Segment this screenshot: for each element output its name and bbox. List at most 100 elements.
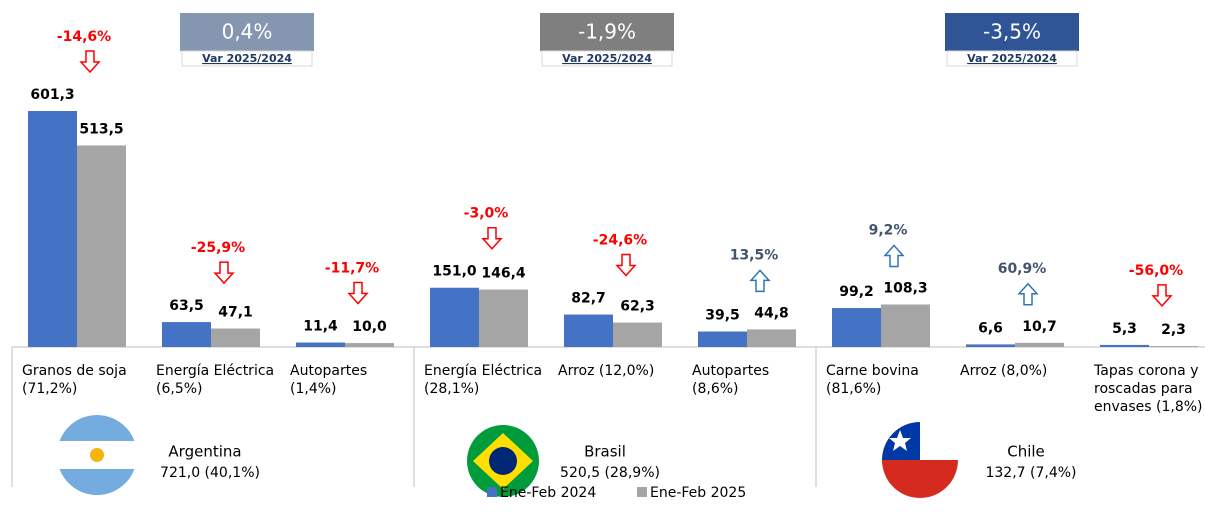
category-line: Autopartes [692, 363, 769, 379]
category-line: Arroz (12,0%) [558, 363, 654, 379]
value-label: 63,5 [169, 298, 204, 314]
var-caption: Var 2025/2024 [967, 52, 1057, 65]
country-name: Brasil [584, 443, 626, 461]
bar [832, 308, 881, 347]
category-label: Energía Eléctrica (28,1%) [424, 363, 542, 397]
bar [479, 289, 528, 347]
var-box [945, 13, 1079, 51]
group-var: -3,5% [983, 20, 1041, 44]
bar [77, 145, 126, 347]
var-caption-box [541, 50, 673, 67]
group-var: -1,9% [578, 20, 636, 44]
value-label: 47,1 [218, 305, 253, 321]
category-line: Granos de soja [22, 363, 127, 379]
value-label: 10,0 [352, 319, 387, 335]
variation-label: -14,6% [57, 29, 111, 45]
country-name: Argentina [168, 443, 241, 461]
value-label: 11,4 [303, 319, 338, 335]
category-line: (1,4%) [290, 381, 337, 397]
value-label: 99,2 [839, 284, 874, 300]
bar [345, 343, 394, 347]
variation-label: -24,6% [593, 233, 647, 249]
value-label: 6,6 [978, 320, 1003, 336]
legend-label: Ene-Feb 2024 [500, 485, 596, 501]
variation-arrow [1151, 284, 1173, 308]
variation-arrow [1017, 282, 1039, 306]
country-name: Chile [1007, 443, 1045, 461]
category-line: roscadas para [1094, 381, 1193, 397]
category-label: Arroz (8,0%) [960, 363, 1047, 379]
bar [747, 329, 796, 347]
country-total: 132,7 (7,4%) [985, 465, 1076, 481]
value-label: 146,4 [481, 266, 526, 282]
category-line: (28,1%) [424, 381, 479, 397]
bar [613, 322, 662, 347]
variation-arrow [615, 253, 637, 277]
bar [698, 331, 747, 347]
value-label: 10,7 [1022, 319, 1057, 335]
category-label: Arroz (12,0%) [558, 363, 654, 379]
category-label: Autopartes (8,6%) [692, 363, 769, 397]
variation-label: -3,0% [464, 206, 509, 222]
category-line: (81,6%) [826, 381, 881, 397]
var-box [540, 13, 674, 51]
variation-arrow [347, 281, 369, 305]
variation-arrow [213, 261, 235, 285]
bar [881, 304, 930, 347]
variation-arrow [883, 244, 905, 268]
variation-arrow [79, 50, 101, 74]
var-caption: Var 2025/2024 [562, 52, 652, 65]
category-line: (6,5%) [156, 381, 203, 397]
category-label: Energía Eléctrica (6,5%) [156, 363, 274, 397]
bar [211, 328, 260, 347]
variation-label: -11,7% [325, 261, 379, 277]
category-line: (71,2%) [22, 381, 77, 397]
var-caption-box [181, 50, 313, 67]
value-label: 44,8 [754, 305, 789, 321]
legend-label: Ene-Feb 2025 [650, 485, 746, 501]
category-label: Carne bovina (81,6%) [826, 363, 919, 397]
legend-swatch [487, 487, 497, 497]
category-line: Tapas corona y [1093, 363, 1199, 379]
var-caption-box [946, 50, 1078, 67]
value-label: 82,7 [571, 291, 606, 307]
variation-label: 9,2% [869, 222, 908, 238]
value-label: 5,3 [1112, 321, 1137, 337]
country-total: 520,5 (28,9%) [560, 465, 660, 481]
flag-chile [882, 422, 958, 498]
value-label: 62,3 [620, 299, 655, 315]
category-line: Energía Eléctrica [424, 363, 542, 379]
category-label: Tapas corona y roscadas para envases (1,8%… [1093, 363, 1203, 415]
value-label: 601,3 [30, 87, 74, 103]
bar [430, 287, 479, 347]
group-var: 0,4% [222, 20, 273, 44]
category-line: (8,6%) [692, 381, 739, 397]
variation-label: 60,9% [998, 261, 1047, 277]
bar [1015, 342, 1064, 347]
flag-brasil [467, 425, 539, 497]
bar [966, 344, 1015, 347]
bar [564, 314, 613, 347]
legend-swatch [637, 487, 647, 497]
category-label: Granos de soja (71,2%) [22, 363, 127, 397]
variation-arrow [749, 269, 771, 293]
bar [28, 111, 77, 347]
category-label: Autopartes (1,4%) [290, 363, 367, 397]
bar [1100, 344, 1149, 347]
category-line: Energía Eléctrica [156, 363, 274, 379]
category-line: Autopartes [290, 363, 367, 379]
variation-label: -56,0% [1129, 263, 1183, 279]
value-label: 108,3 [883, 280, 927, 296]
category-line: Arroz (8,0%) [960, 363, 1047, 379]
bar [1149, 346, 1198, 347]
variation-label: 13,5% [730, 247, 779, 263]
value-label: 513,5 [79, 121, 123, 137]
category-line: Carne bovina [826, 363, 919, 379]
value-label: 2,3 [1161, 322, 1186, 338]
category-line: envases (1,8%) [1094, 399, 1203, 415]
var-caption: Var 2025/2024 [202, 52, 292, 65]
value-label: 151,0 [432, 264, 477, 280]
bar [296, 342, 345, 347]
variation-label: -25,9% [191, 240, 245, 256]
